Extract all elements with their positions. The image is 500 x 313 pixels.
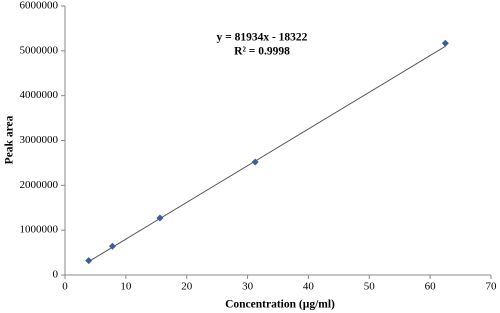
data-point: [441, 39, 449, 47]
x-tick-label: 70: [486, 281, 498, 293]
x-tick-label: 60: [425, 281, 437, 293]
x-tick-label: 20: [181, 281, 193, 293]
y-tick-label: 0: [53, 269, 59, 281]
x-tick-label: 40: [303, 281, 315, 293]
y-axis-label: Peak area: [4, 115, 16, 164]
x-tick-label: 0: [62, 281, 68, 293]
y-tick-label: 1000000: [20, 224, 59, 236]
r-squared: R² = 0.9998: [234, 46, 290, 58]
y-tick-label: 2000000: [20, 179, 59, 191]
y-tick-label: 6000000: [20, 0, 59, 12]
x-tick-label: 30: [242, 281, 254, 293]
x-tick-label: 10: [120, 281, 132, 293]
y-tick-label: 3000000: [20, 134, 59, 146]
trendline: [88, 45, 446, 262]
data-point: [108, 242, 116, 250]
x-axis-label: Concentration (µg/ml): [225, 299, 335, 311]
data-point: [251, 158, 259, 166]
equation: y = 81934x - 18322: [217, 32, 308, 44]
y-tick-label: 5000000: [20, 44, 59, 56]
data-point: [156, 214, 164, 222]
x-tick-label: 50: [364, 281, 376, 293]
y-tick-label: 4000000: [20, 89, 59, 101]
data-point: [85, 257, 93, 265]
